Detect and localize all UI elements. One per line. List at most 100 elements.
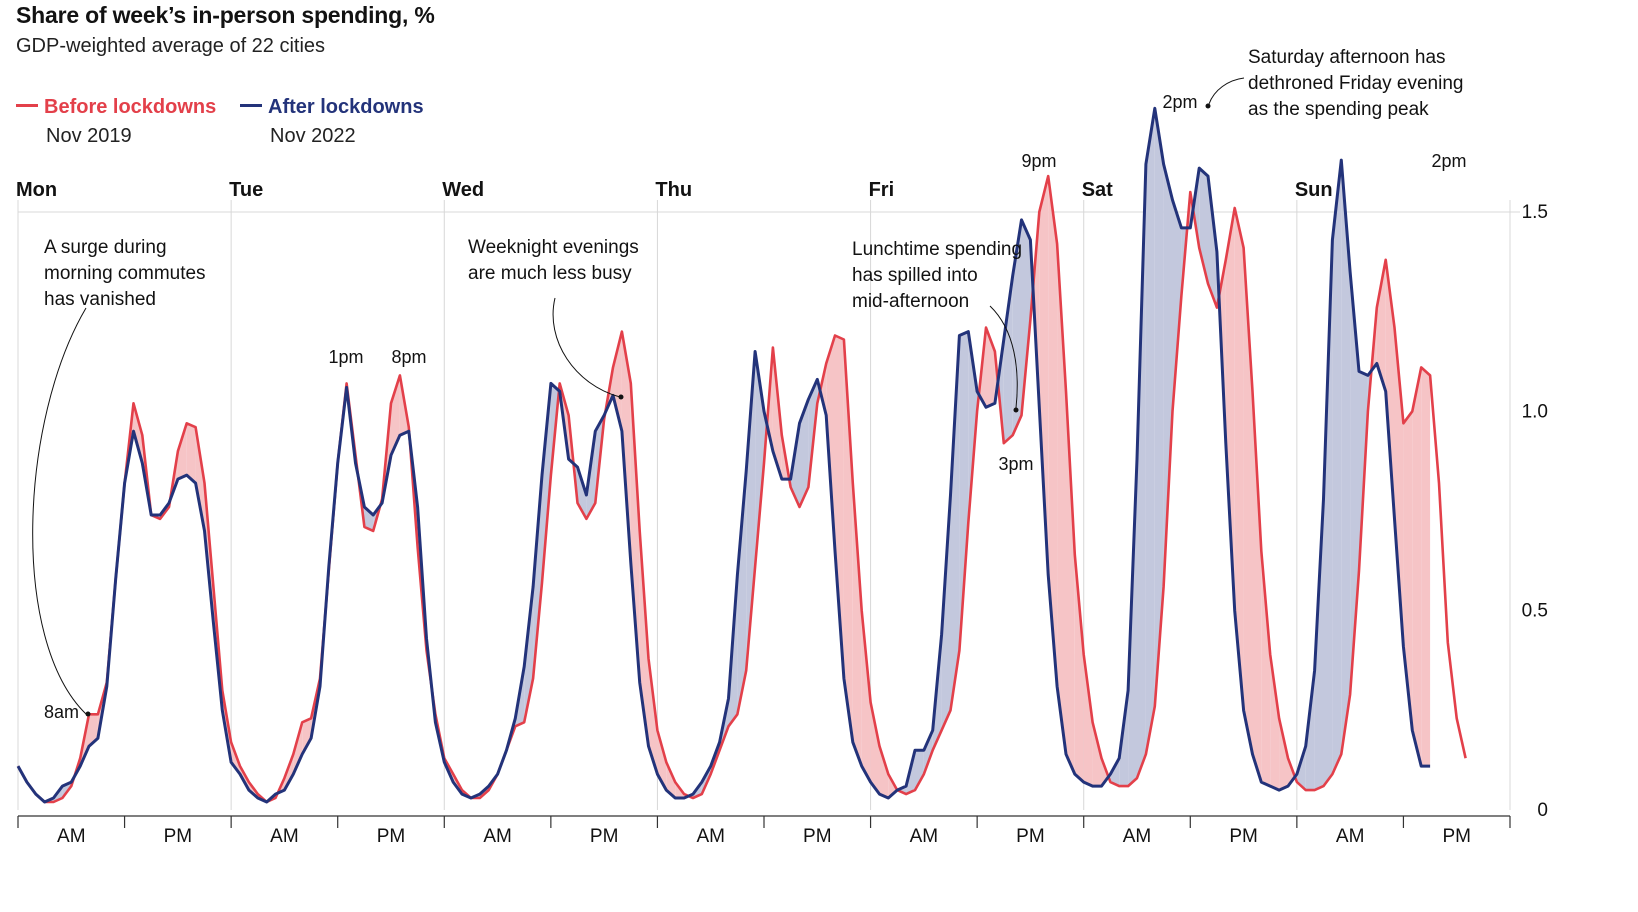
difference-fill: [852, 483, 862, 767]
difference-fill: [1172, 200, 1182, 412]
annotation-dot-mon: [85, 711, 91, 717]
difference-fill: [1234, 208, 1244, 711]
difference-fill: [666, 762, 676, 798]
difference-fill: [843, 339, 853, 743]
difference-fill: [630, 383, 640, 683]
legend-swatch-before: [16, 104, 38, 108]
day-label: Thu: [655, 179, 692, 201]
difference-fill: [364, 507, 374, 531]
difference-fill: [1323, 239, 1333, 787]
chart-subtitle: GDP-weighted average of 22 cities: [16, 35, 326, 57]
difference-fill: [1048, 176, 1058, 687]
legend-item-after: After lockdowns Nov 2022: [240, 96, 424, 148]
annotation-label-9pm: 9pm: [1021, 151, 1056, 171]
difference-fill: [835, 335, 844, 679]
difference-fill: [820, 363, 827, 416]
annotation-text-sat: Saturday afternoon has: [1248, 47, 1446, 68]
y-tick-label: 0.5: [1522, 601, 1548, 622]
am-label: AM: [1123, 826, 1152, 847]
pm-label: PM: [164, 826, 193, 847]
series-line-before: [16, 174, 1467, 804]
y-tick-label: 1.0: [1522, 401, 1548, 422]
annotation-dot-wed: [618, 394, 624, 400]
difference-fill: [1270, 654, 1280, 791]
annotation-leader-wed: [552, 297, 621, 398]
annotation-dot-fri: [1013, 407, 1019, 413]
legend-date-before: Nov 2019: [46, 125, 132, 147]
annotation-leader-mon: [32, 307, 87, 715]
am-label: AM: [57, 826, 86, 847]
annotation-leader-sat: [1208, 77, 1245, 105]
pm-label: PM: [1229, 826, 1258, 847]
difference-fill: [1163, 164, 1173, 587]
difference-fill: [1137, 164, 1146, 779]
difference-fill: [959, 331, 969, 651]
day-label: Sat: [1082, 179, 1113, 201]
difference-fill: [1421, 367, 1431, 767]
annotation-text-fri: Lunchtime spending: [852, 239, 1022, 260]
difference-fill: [177, 423, 187, 480]
pm-label: PM: [1016, 826, 1045, 847]
legend-swatch-after: [240, 104, 262, 108]
pm-label: PM: [803, 826, 832, 847]
difference-fill: [613, 331, 622, 432]
annotation-text-mon: has vanished: [44, 289, 156, 310]
difference-fill: [1066, 391, 1075, 775]
annotation-text-mon: morning commutes: [44, 263, 206, 284]
difference-fill: [621, 331, 631, 563]
difference-fill: [1039, 176, 1049, 575]
difference-fill: [1074, 554, 1084, 783]
difference-fill: [1003, 275, 1013, 444]
difference-fill: [870, 702, 880, 795]
annotation-leader-fri: [989, 305, 1018, 409]
y-tick-label: 0: [1537, 800, 1548, 821]
annotation-text-fri: has spilled into: [852, 265, 978, 286]
annotation-label-1pm: 1pm: [328, 347, 363, 367]
annotation-label-8pm: 8pm: [391, 347, 426, 367]
difference-fill: [542, 383, 551, 583]
day-label: Fri: [869, 179, 895, 201]
legend-date-after: Nov 2022: [270, 125, 356, 147]
difference-fill: [737, 471, 747, 715]
am-label: AM: [483, 826, 512, 847]
difference-fill: [1385, 259, 1395, 519]
difference-fill: [1376, 259, 1386, 392]
annotation-label-sun-2pm: 2pm: [1431, 151, 1466, 171]
difference-fill: [1412, 367, 1422, 767]
annotation-text-sat: dethroned Friday evening: [1248, 73, 1463, 94]
day-label: Mon: [16, 179, 57, 201]
y-tick-label: 1.5: [1522, 202, 1548, 223]
difference-fill: [1252, 391, 1262, 783]
day-label: Tue: [229, 179, 263, 201]
difference-fill: [533, 475, 542, 679]
annotation-dot-sat: [1205, 103, 1211, 109]
difference-fill: [195, 427, 205, 531]
pm-label: PM: [590, 826, 619, 847]
difference-fill: [186, 423, 196, 484]
pm-label: PM: [377, 826, 406, 847]
annotation-text-wed: are much less busy: [468, 263, 632, 284]
am-label: AM: [696, 826, 725, 847]
difference-fill: [293, 722, 303, 775]
day-label: Sun: [1295, 179, 1333, 201]
difference-fill: [1261, 550, 1271, 787]
difference-fill: [1083, 654, 1093, 787]
legend-label-before: Before lockdowns: [44, 96, 217, 118]
difference-fill: [1403, 411, 1413, 731]
am-label: AM: [1336, 826, 1365, 847]
difference-fill: [1279, 718, 1288, 791]
difference-fill: [1154, 108, 1164, 707]
legend-label-after: After lockdowns: [268, 96, 424, 118]
annotation-text-sat: as the spending peak: [1248, 99, 1429, 120]
difference-fill: [1225, 208, 1235, 611]
difference-fill: [861, 610, 871, 783]
difference-fill: [1092, 722, 1102, 787]
difference-fill: [1145, 108, 1155, 755]
difference-fill: [1012, 219, 1022, 436]
difference-fill: [1341, 160, 1351, 755]
difference-fill: [879, 746, 889, 798]
difference-fill: [923, 730, 933, 775]
difference-fill: [391, 375, 400, 456]
difference-fill: [302, 718, 312, 755]
